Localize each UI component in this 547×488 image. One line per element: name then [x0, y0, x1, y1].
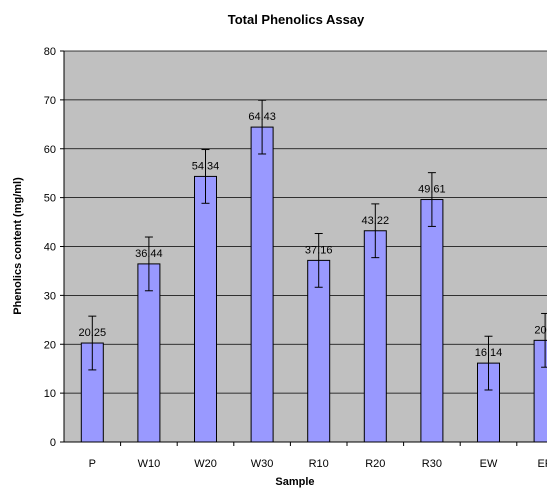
y-tick-label: 80	[44, 46, 56, 58]
y-tick-label: 0	[50, 437, 56, 449]
data-label: 37.16	[305, 244, 333, 256]
chart-title: Total Phenolics Assay	[228, 12, 365, 27]
y-tick-label: 50	[44, 193, 56, 205]
data-label: 36.44	[135, 248, 163, 260]
data-label: 54.34	[192, 160, 220, 172]
x-axis-title: Sample	[275, 476, 314, 488]
x-tick-label: R30	[422, 458, 442, 470]
y-tick-label: 70	[44, 95, 56, 107]
y-tick-label: 40	[44, 242, 56, 254]
x-tick-label: EW	[480, 458, 498, 470]
bar-w20	[194, 175, 217, 443]
data-label: 16.14	[475, 347, 503, 359]
y-tick-label: 10	[44, 388, 56, 400]
y-axis-ticks: 0 10 20 30 40 50 60 70 80	[44, 46, 64, 449]
x-tick-label: W20	[194, 458, 217, 470]
bar-r20	[363, 230, 387, 443]
bar-r30	[420, 199, 444, 443]
data-label: 20.25	[79, 327, 107, 339]
y-axis-title: Phenolics content (mg/ml)	[12, 177, 24, 315]
data-label: 64.43	[248, 111, 276, 123]
data-label: 43.22	[362, 215, 390, 227]
y-tick-label: 60	[44, 144, 56, 156]
data-label: 20.8	[534, 324, 547, 336]
bar-w30	[250, 126, 274, 443]
x-tick-label: ER	[537, 458, 547, 470]
x-tick-label: W10	[138, 458, 161, 470]
x-axis-ticks: P W10 W20 W30 R10 R20 R30 EW ER	[89, 442, 547, 470]
x-tick-label: R10	[309, 458, 329, 470]
error-bars	[88, 99, 547, 391]
x-tick-label: R20	[365, 458, 385, 470]
x-tick-label: W30	[251, 458, 274, 470]
y-tick-label: 20	[44, 339, 56, 351]
y-tick-label: 30	[44, 290, 56, 302]
data-labels: 20.25 36.44 54.34 64.43 37.16 43.22 49.61 16.14…	[79, 111, 547, 359]
x-tick-label: P	[89, 458, 96, 470]
data-label: 49.61	[418, 184, 446, 196]
